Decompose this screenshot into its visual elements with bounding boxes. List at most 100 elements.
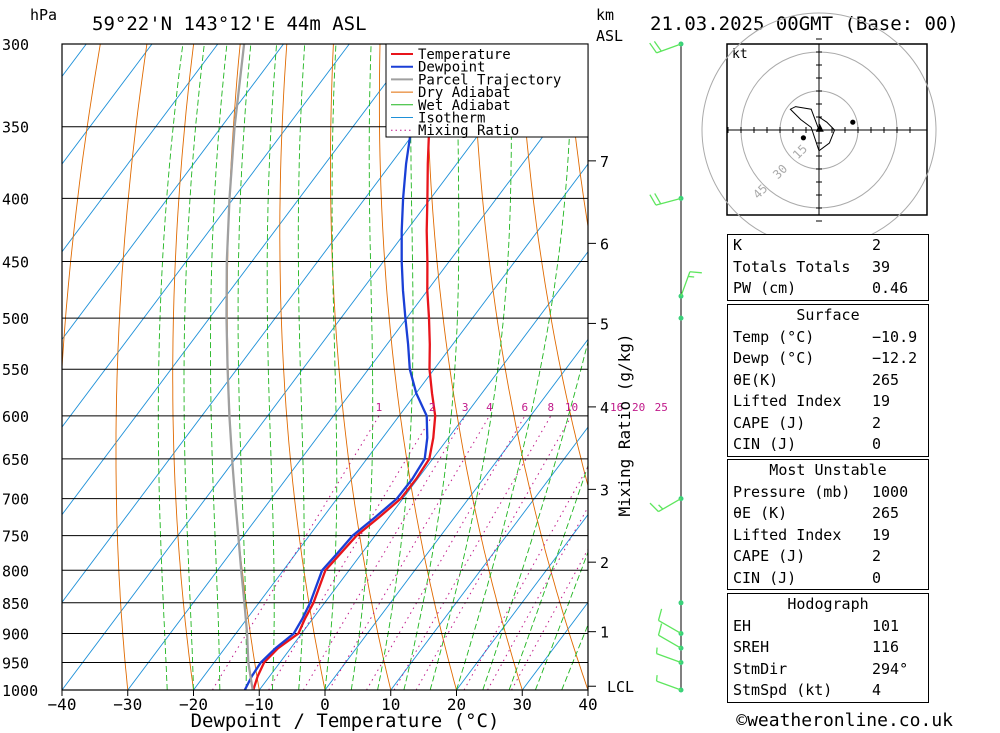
x-tick-label: −10: [245, 695, 274, 714]
hodograph-value: 4: [872, 681, 882, 699]
wind-barb-flag: [658, 504, 664, 510]
wind-barb-shaft: [658, 634, 682, 649]
wet-adiabat-line: [266, 44, 278, 690]
dry-adiabat-line: [378, 44, 457, 690]
hodograph-row: StmSpd (kt) 4: [728, 680, 928, 702]
asl-label: ASL: [596, 27, 623, 45]
pressure-tick-label: 450: [2, 254, 29, 272]
dry-adiabat-line: [62, 44, 101, 690]
index-label: Totals Totals: [733, 257, 851, 276]
wet-adiabat-line: [210, 44, 228, 690]
hodograph-row: SREH 116: [728, 637, 928, 659]
x-tick-label: 10: [381, 695, 400, 714]
wet-adiabat-line: [403, 44, 460, 690]
most-unstable-row: Lifted Index 19: [728, 525, 928, 547]
wind-barb-flag: [654, 193, 662, 205]
mixing-ratio-label: 4: [486, 401, 493, 414]
km-label: km: [596, 6, 614, 24]
wind-profile: [649, 40, 702, 693]
wind-barb-flag: [649, 42, 658, 54]
index-label: PW (cm): [733, 279, 797, 297]
mixing-ratio-line: [463, 465, 588, 690]
most-unstable-row: Pressure (mb) 1000: [728, 482, 928, 504]
surface-value: 2: [872, 413, 882, 432]
mixing-ratio-label: 1: [376, 401, 383, 414]
hodograph-table-title: Hodograph: [787, 595, 869, 613]
surface-label: θE(K): [733, 370, 779, 389]
dry-adiabat-line: [939, 44, 1000, 690]
most-unstable-label: Lifted Index: [733, 525, 842, 544]
most-unstable-value: 0: [872, 568, 882, 587]
mixing-ratio-axis-label: Mixing Ratio (g/kg): [615, 333, 634, 516]
most-unstable-value: 1000: [872, 482, 909, 501]
parcel-trajectory-curve: [225, 44, 254, 690]
pressure-tick-label: 950: [2, 654, 29, 672]
hodograph-unit-label: kt: [732, 47, 748, 62]
legend-entry: Mixing Ratio: [418, 123, 519, 139]
isotherm-line: [62, 44, 350, 428]
most-unstable-label: θE (K): [733, 504, 788, 522]
mixing-ratio-line: [511, 548, 588, 690]
x-tick-label: 20: [447, 695, 466, 714]
isotherm-line: [62, 44, 153, 165]
hodograph-label: StmSpd (kt): [733, 681, 833, 699]
surface-row: Lifted Index 19: [728, 391, 928, 413]
hodograph-marker: [800, 135, 807, 141]
surface-value: 265: [872, 370, 900, 389]
hodograph-table: Hodograph EH 101 SREH 116 StmDir 294° StmSpd (…: [727, 593, 929, 703]
wind-barb-flag: [657, 608, 663, 621]
mixing-ratio-line: [302, 415, 466, 690]
pressure-tick-label: 1000: [2, 682, 38, 700]
most-unstable-value: 265: [872, 504, 900, 522]
x-tick-label: 30: [513, 695, 532, 714]
x-tick-label: 40: [578, 695, 597, 714]
pressure-tick-label: 800: [2, 562, 29, 580]
copyright-footer[interactable]: ©weatheronline.co.uk: [736, 710, 953, 731]
mixing-ratio-label: 16: [610, 401, 623, 414]
hodograph-row: EH 101: [728, 616, 928, 638]
km-tick-label: 5: [600, 315, 609, 333]
surface-value: 0: [872, 435, 882, 453]
wet-adiabat-line: [157, 44, 184, 690]
most-unstable-value: 19: [872, 525, 891, 544]
wind-barb-shaft: [658, 498, 682, 513]
hpa-label: hPa: [30, 6, 57, 24]
surface-value: −12.2: [872, 349, 918, 367]
most-unstable-value: 2: [872, 547, 882, 565]
isotherm-line: [62, 44, 284, 341]
hodograph-label: EH: [733, 616, 752, 635]
index-value: 39: [872, 257, 891, 276]
surface-value: −10.9: [872, 327, 918, 346]
hodograph-value: 294°: [872, 659, 909, 678]
km-tick-label: 3: [600, 481, 609, 499]
hodograph-marker: [850, 119, 856, 125]
hodograph-trace: [789, 106, 836, 152]
mixing-ratio-label: 8: [547, 401, 554, 414]
mixing-ratio-label: 3: [462, 401, 469, 414]
legend-entry: Parcel Trajectory: [418, 72, 561, 88]
legend-entry: Wet Adiabat: [418, 98, 511, 114]
mixing-ratio-label: 10: [565, 401, 578, 414]
dry-adiabat-line: [330, 44, 392, 690]
km-tick-label: 6: [600, 235, 609, 253]
isotherm-line: [62, 44, 219, 253]
index-row: PW (cm) 0.46: [728, 278, 928, 300]
location-title: 59°22'N 143°12'E 44m ASL: [92, 13, 367, 35]
most-unstable-row: CAPE (J) 2: [728, 546, 928, 568]
storm-motion-marker: [815, 123, 824, 132]
wind-barb-shaft: [658, 619, 682, 635]
surface-row: CAPE (J) 2: [728, 413, 928, 435]
isotherm-line: [324, 338, 588, 690]
hodograph-value: 116: [872, 638, 900, 656]
x-axis-label: Dewpoint / Temperature (°C): [191, 710, 500, 732]
wind-barb-flag: [649, 194, 657, 206]
mixing-ratio-label: 25: [655, 401, 668, 414]
surface-value: 19: [872, 392, 891, 410]
wet-adiabat-line: [350, 44, 374, 690]
wind-barb-flag: [653, 40, 662, 52]
pressure-tick-label: 500: [2, 310, 29, 328]
mixing-ratio-line: [211, 415, 380, 690]
